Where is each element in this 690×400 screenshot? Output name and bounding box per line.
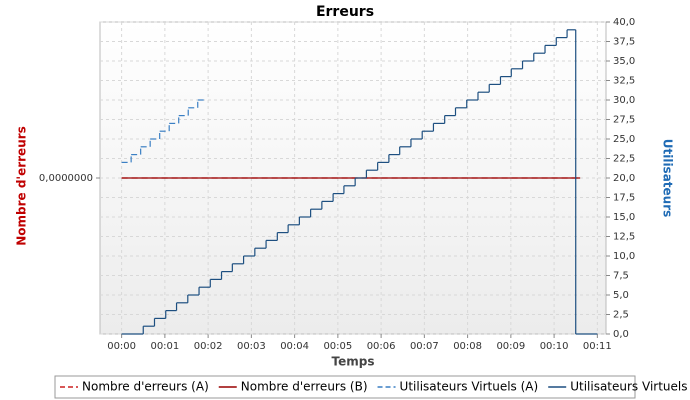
y-axis-label: Nombre d'erreurs <box>15 126 29 246</box>
legend-label: Utilisateurs Virtuels (B) <box>570 380 690 394</box>
x-tick-label: 00:06 <box>367 341 396 352</box>
legend-label: Nombre d'erreurs (A) <box>82 380 209 394</box>
x-tick-label: 00:08 <box>453 341 482 352</box>
y-tick-label: 0,0000000 <box>39 173 93 184</box>
y2-tick-label: 32,5 <box>613 76 635 87</box>
x-tick-label: 00:09 <box>496 341 525 352</box>
legend <box>54 375 636 399</box>
legend-label: Nombre d'erreurs (B) <box>241 380 368 394</box>
x-tick-label: 00:03 <box>237 341 266 352</box>
y2-tick-label: 0,0 <box>613 329 629 340</box>
y2-tick-label: 2,5 <box>613 310 629 321</box>
x-tick-label: 00:00 <box>107 341 136 352</box>
y2-tick-label: 25,0 <box>613 134 635 145</box>
y2-tick-label: 7,5 <box>613 271 629 282</box>
y2-tick-label: 17,5 <box>613 193 635 204</box>
x-tick-label: 00:01 <box>150 341 179 352</box>
chart-title: Erreurs <box>316 4 374 20</box>
x-axis-label: Temps <box>332 355 375 369</box>
y2-tick-label: 40,0 <box>613 17 635 28</box>
x-tick-label: 00:04 <box>280 341 309 352</box>
y2-tick-label: 5,0 <box>613 290 629 301</box>
y2-tick-label: 35,0 <box>613 56 635 67</box>
x-tick-label: 00:05 <box>323 341 352 352</box>
x-tick-label: 00:11 <box>583 341 612 352</box>
x-tick-label: 00:07 <box>410 341 439 352</box>
x-tick-label: 00:02 <box>194 341 223 352</box>
y2-tick-label: 15,0 <box>613 212 635 223</box>
y2-tick-label: 10,0 <box>613 251 635 262</box>
x-tick-label: 00:10 <box>540 341 569 352</box>
y2-tick-label: 37,5 <box>613 37 635 48</box>
y2-axis-label: Utilisateurs <box>661 139 675 218</box>
y2-tick-label: 20,0 <box>613 173 635 184</box>
y2-tick-label: 22,5 <box>613 154 635 165</box>
y2-tick-label: 27,5 <box>613 115 635 126</box>
y2-tick-label: 30,0 <box>613 95 635 106</box>
y2-tick-label: 12,5 <box>613 232 635 243</box>
legend-label: Utilisateurs Virtuels (A) <box>400 380 539 394</box>
